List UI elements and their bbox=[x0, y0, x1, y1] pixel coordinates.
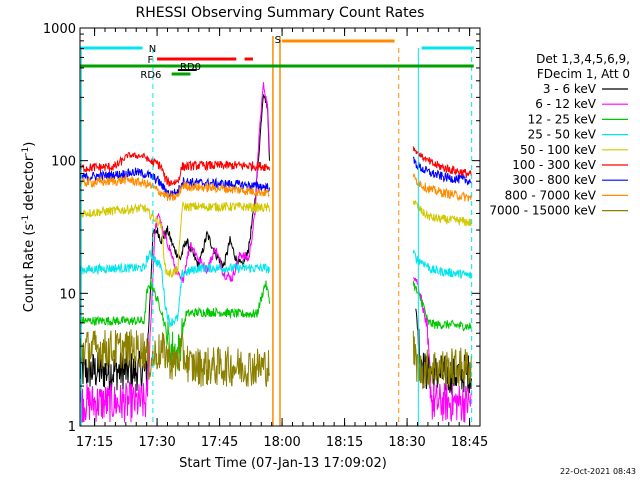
legend-label: 50 - 100 keV bbox=[520, 143, 597, 157]
y-tick-label: 1 bbox=[68, 420, 76, 435]
plot-frame bbox=[79, 27, 481, 427]
series-line bbox=[79, 249, 270, 328]
series-50-100-kev bbox=[79, 200, 472, 279]
series-line bbox=[412, 156, 472, 186]
series-800-7000-kev bbox=[79, 173, 472, 202]
x-tick-label: 17:15 bbox=[76, 435, 113, 450]
chart-title: RHESSI Observing Summary Count Rates bbox=[136, 5, 425, 21]
rd6-flag-label: RD6 bbox=[140, 70, 161, 81]
series-100-300-kev bbox=[79, 146, 472, 187]
series-7000-15000-kev bbox=[79, 329, 472, 390]
y-tick-label: 1000 bbox=[43, 22, 76, 37]
y-axis-label-main: Count Rate (s bbox=[22, 224, 37, 313]
series-line bbox=[412, 280, 472, 332]
x-tick-label: 18:15 bbox=[326, 435, 363, 450]
series-6-12-kev bbox=[79, 82, 472, 423]
y-axis-label-sup1: -1 bbox=[21, 215, 31, 224]
night-flag-label: N bbox=[149, 44, 156, 55]
series-line bbox=[412, 277, 472, 423]
saa-flag-label: S bbox=[275, 35, 281, 46]
series-line bbox=[412, 173, 472, 202]
legend-header-detectors: Det 1,3,4,5,6,9, bbox=[536, 52, 630, 66]
y-tick-label: 10 bbox=[59, 287, 76, 302]
series-12-25-kev bbox=[79, 278, 472, 371]
legend-label: 300 - 800 keV bbox=[512, 173, 596, 187]
legend-label: 100 - 300 keV bbox=[512, 158, 596, 172]
series-line bbox=[79, 82, 270, 423]
series-line bbox=[79, 174, 270, 201]
x-tick-label: 18:00 bbox=[263, 435, 300, 450]
legend-header-decim: FDecim 1, Att 0 bbox=[537, 67, 630, 81]
series-300-800-kev bbox=[79, 156, 472, 199]
legend: Det 1,3,4,5,6,9, FDecim 1, Att 0 3 - 6 k… bbox=[489, 52, 630, 218]
series-line bbox=[79, 200, 270, 279]
generation-timestamp: 22-Oct-2021 08:43 bbox=[560, 467, 636, 476]
x-tick-label: 18:45 bbox=[451, 435, 488, 450]
legend-label: 12 - 25 keV bbox=[528, 112, 597, 126]
series-line bbox=[412, 330, 472, 390]
legend-label: 7000 - 15000 keV bbox=[489, 204, 596, 218]
x-tick-label: 18:30 bbox=[388, 435, 425, 450]
x-tick-label: 17:45 bbox=[201, 435, 238, 450]
series-25-50-kev bbox=[79, 249, 472, 328]
series-line bbox=[79, 167, 270, 199]
legend-label: 3 - 6 keV bbox=[543, 82, 597, 96]
y-axis-label: Count Rate (s-1 detector-1) bbox=[21, 142, 37, 313]
legend-label: 6 - 12 keV bbox=[535, 97, 597, 111]
y-axis-label-mid: detector bbox=[22, 155, 37, 215]
flare-flag-label: F bbox=[148, 55, 154, 66]
legend-label: 25 - 50 keV bbox=[528, 128, 597, 142]
series-line bbox=[412, 146, 472, 179]
series-line bbox=[412, 200, 472, 227]
y-tick-label: 100 bbox=[51, 155, 76, 170]
y-axis-label-end: ) bbox=[22, 142, 37, 147]
series-line bbox=[79, 278, 270, 371]
legend-label: 800 - 7000 keV bbox=[505, 188, 597, 202]
series-line bbox=[79, 151, 270, 187]
x-axis-label: Start Time (07-Jan-13 17:09:02) bbox=[179, 456, 387, 471]
series-line bbox=[412, 249, 472, 279]
rd0-flag-label: RD0 bbox=[180, 62, 201, 73]
series-line bbox=[79, 329, 270, 387]
y-axis-label-sup2: -1 bbox=[21, 147, 31, 156]
x-tick-label: 17:30 bbox=[138, 435, 175, 450]
